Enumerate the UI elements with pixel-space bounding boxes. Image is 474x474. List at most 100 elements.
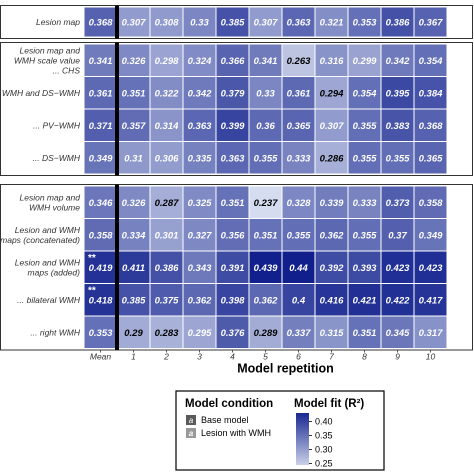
heatmap-cell bbox=[380, 141, 415, 175]
cell-value-label: 0.307 bbox=[320, 121, 344, 132]
heatmap-cell bbox=[314, 6, 349, 38]
cell-value-label: 0.33 bbox=[256, 88, 275, 99]
heatmap-cell bbox=[281, 108, 316, 142]
cell-value-label: 0.398 bbox=[221, 295, 245, 306]
heatmap-cell bbox=[215, 141, 250, 175]
cell-value-label: 0.386 bbox=[155, 263, 179, 274]
row-label: Lesion and WMH bbox=[15, 225, 81, 235]
cell-value-label: 0.386 bbox=[386, 18, 410, 29]
panel-frame bbox=[0, 5, 473, 39]
heatmap-cell bbox=[281, 185, 316, 219]
row-label: Lesion map and bbox=[20, 192, 81, 202]
x-tick-label: 4 bbox=[230, 352, 235, 362]
cell-value-label: 0.351 bbox=[254, 230, 278, 241]
cell-value-label: 0.44 bbox=[289, 263, 308, 274]
heatmap-cell bbox=[149, 315, 184, 349]
heatmap-cell bbox=[248, 108, 283, 142]
legend-swatch bbox=[186, 428, 196, 438]
cell-value-label: 0.322 bbox=[155, 88, 179, 99]
panel-frame bbox=[0, 184, 473, 351]
cell-value-label: 0.416 bbox=[320, 295, 344, 306]
cell-value-label: 0.307 bbox=[122, 18, 146, 29]
heatmap-cell bbox=[83, 6, 118, 38]
row-label: ... WMH and DS−WMH bbox=[0, 88, 81, 98]
row-label: maps (concatenated) bbox=[0, 235, 80, 245]
row-label: WMH scale value bbox=[14, 55, 80, 65]
cell-value-label: 0.349 bbox=[89, 153, 113, 164]
heatmap-cell bbox=[149, 185, 184, 219]
cell-value-label: 0.334 bbox=[122, 230, 146, 241]
heatmap-cell bbox=[314, 43, 349, 77]
cell-value-label: 0.307 bbox=[254, 18, 278, 29]
cell-value-label: 0.355 bbox=[386, 153, 410, 164]
cell-value-label: 0.289 bbox=[254, 328, 278, 339]
cell-value-label: 0.417 bbox=[419, 295, 443, 306]
heatmap-cell bbox=[314, 315, 349, 349]
heatmap-cell bbox=[281, 315, 316, 349]
legend-swatch bbox=[186, 415, 196, 425]
cell-value-label: 0.308 bbox=[155, 18, 179, 29]
cell-value-label: 0.351 bbox=[353, 328, 377, 339]
heatmap-cell bbox=[248, 76, 283, 110]
cell-value-label: 0.376 bbox=[221, 328, 245, 339]
cell-value-label: 0.306 bbox=[155, 153, 179, 164]
row-label: ... PV−WMH bbox=[33, 120, 81, 130]
legend-condition-label: Lesion with WMH bbox=[201, 428, 271, 438]
heatmap-cell bbox=[314, 185, 349, 219]
heatmap-cell bbox=[413, 141, 448, 175]
cell-value-label: 0.385 bbox=[221, 18, 245, 29]
cell-value-label: 0.31 bbox=[124, 153, 143, 164]
heatmap-cell bbox=[281, 141, 316, 175]
row-label: ... bilateral WMH bbox=[17, 295, 81, 305]
heatmap-cell bbox=[248, 185, 283, 219]
heatmap-cell bbox=[413, 185, 448, 219]
legend-fit-title: Model fit (R²) bbox=[294, 398, 364, 410]
legend-colorbar bbox=[296, 413, 309, 465]
cell-value-label: 0.354 bbox=[419, 56, 443, 67]
cell-value-label: 0.337 bbox=[287, 328, 311, 339]
heatmap-cell bbox=[314, 218, 349, 252]
cell-value-label: 0.286 bbox=[320, 153, 344, 164]
cell-value-label: 0.365 bbox=[287, 121, 311, 132]
heatmap-cell bbox=[248, 218, 283, 252]
legend-colorbar-label: 0.40 bbox=[315, 416, 333, 426]
cell-value-label: 0.399 bbox=[221, 121, 245, 132]
cell-value-label: 0.363 bbox=[188, 121, 212, 132]
heatmap-cell bbox=[182, 76, 217, 110]
cell-value-label: 0.317 bbox=[419, 328, 443, 339]
cell-value-label: 0.355 bbox=[353, 153, 377, 164]
heatmap-cell bbox=[215, 6, 250, 38]
cell-value-label: 0.343 bbox=[188, 263, 212, 274]
x-tick-label: 1 bbox=[131, 352, 136, 362]
cell-value-label: 0.361 bbox=[89, 88, 113, 99]
cell-value-label: 0.36 bbox=[256, 121, 275, 132]
cell-value-label: 0.333 bbox=[353, 198, 377, 209]
heatmap-cell bbox=[248, 6, 283, 38]
cell-value-label: 0.345 bbox=[386, 328, 410, 339]
cell-value-label: 0.393 bbox=[353, 263, 377, 274]
cell-value-label: 0.411 bbox=[122, 263, 145, 274]
panel-frame bbox=[0, 42, 473, 176]
cell-value-label: 0.375 bbox=[155, 295, 179, 306]
cell-value-label: 0.392 bbox=[320, 263, 344, 274]
heatmap-cell bbox=[314, 108, 349, 142]
cell-value-label: 0.294 bbox=[320, 88, 344, 99]
cell-value-label: 0.341 bbox=[89, 56, 113, 67]
cell-value-label: 0.371 bbox=[89, 121, 113, 132]
legend-condition-label: Base model bbox=[201, 415, 249, 425]
cell-value-label: 0.346 bbox=[89, 198, 113, 209]
cell-value-label: 0.363 bbox=[287, 18, 311, 29]
cell-value-label: 0.385 bbox=[122, 295, 146, 306]
heatmap-cell bbox=[380, 218, 415, 252]
heatmap-cell bbox=[248, 141, 283, 175]
x-tick-label: 7 bbox=[329, 352, 334, 362]
heatmap-cell bbox=[182, 6, 217, 38]
heatmap-cell bbox=[413, 283, 448, 317]
cell-value-label: 0.342 bbox=[188, 88, 212, 99]
cell-value-label: 0.379 bbox=[221, 88, 245, 99]
cell-value-label: 0.321 bbox=[320, 18, 344, 29]
cell-value-label: 0.355 bbox=[353, 230, 377, 241]
cell-value-label: 0.354 bbox=[353, 88, 377, 99]
legend-colorbar-label: 0.30 bbox=[315, 445, 333, 455]
